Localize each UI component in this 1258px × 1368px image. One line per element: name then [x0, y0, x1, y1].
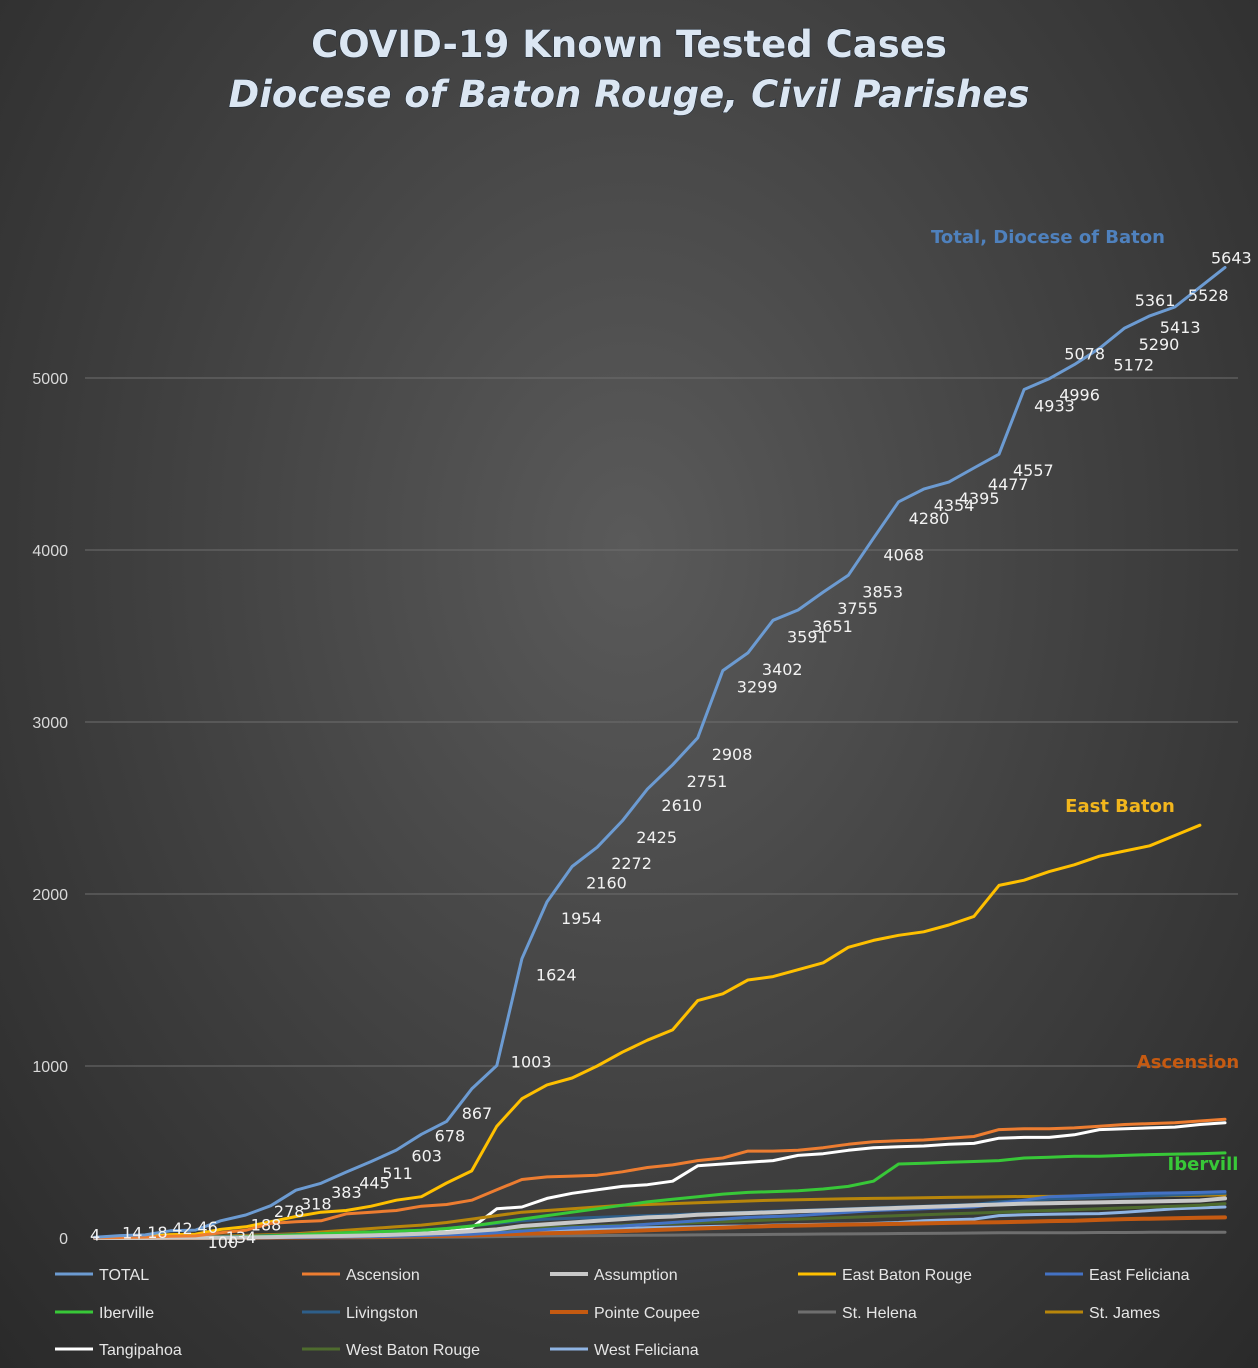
y-tick-label: 2000	[32, 887, 68, 904]
data-label: 4354	[934, 496, 975, 515]
data-label: 14	[122, 1224, 142, 1243]
data-label: 4068	[883, 545, 924, 564]
data-label: 5078	[1064, 345, 1105, 364]
data-label: 1003	[511, 1053, 552, 1072]
data-label: 100	[208, 1233, 239, 1252]
data-label: 1624	[536, 966, 577, 985]
data-label: 511	[382, 1164, 413, 1183]
series-line-total	[93, 265, 1227, 1239]
y-tick-label: 3000	[32, 715, 68, 732]
legend-label: Assumption	[594, 1267, 678, 1284]
data-label: 1954	[561, 909, 602, 928]
y-tick-label: 5000	[32, 371, 68, 388]
data-label: 445	[359, 1174, 390, 1193]
legend-label: West Baton Rouge	[346, 1342, 480, 1359]
legend-label: Pointe Coupee	[594, 1305, 700, 1322]
legend-label: Ascension	[346, 1267, 420, 1284]
data-label: 2908	[712, 745, 753, 764]
legend-label: TOTAL	[99, 1267, 149, 1284]
data-label: 4395	[959, 489, 1000, 508]
data-label: 4996	[1059, 386, 1100, 405]
legend-item: Pointe Coupee	[550, 1305, 700, 1322]
legend-item: Ascension	[302, 1267, 420, 1284]
data-label: 318	[301, 1194, 332, 1213]
series-lines	[93, 265, 1227, 1240]
chart-subtitle: Diocese of Baton Rouge, Civil Parishes	[229, 73, 1030, 116]
legend-item: St. James	[1045, 1305, 1160, 1322]
data-label: 678	[435, 1126, 466, 1145]
legend-label: East Baton Rouge	[842, 1267, 972, 1284]
data-label: 5413	[1160, 318, 1201, 337]
data-label: 5361	[1135, 291, 1176, 310]
legend-label: Tangipahoa	[99, 1342, 182, 1359]
legend-label: East Feliciana	[1089, 1267, 1190, 1284]
data-label: 603	[411, 1146, 442, 1165]
legend: TOTAL Ascension Assumption East Baton Rouge…	[55, 1267, 1190, 1359]
data-label: 867	[462, 1104, 493, 1123]
data-label: 5172	[1113, 355, 1154, 374]
data-label: 2272	[611, 854, 652, 873]
legend-item: Tangipahoa	[55, 1342, 182, 1359]
data-label: 4933	[1034, 397, 1075, 416]
series-name-label: Ibervill	[1168, 1154, 1239, 1175]
y-tick-label: 0	[59, 1231, 68, 1248]
data-label: 5643	[1211, 248, 1252, 267]
data-label: 383	[331, 1183, 362, 1202]
series-name-label: Ascension	[1137, 1052, 1239, 1073]
data-label: 3853	[862, 582, 903, 601]
legend-item: St. Helena	[798, 1305, 917, 1322]
data-label: 134	[226, 1228, 257, 1247]
series-line-assumption	[93, 1196, 1227, 1240]
data-label: 278	[274, 1202, 305, 1221]
data-label: 3591	[787, 627, 828, 646]
legend-item: Iberville	[55, 1305, 154, 1322]
data-label: 2160	[586, 874, 627, 893]
data-label: 4557	[1013, 461, 1054, 480]
series-line-east-baton-rouge	[93, 823, 1202, 1240]
data-label: 3651	[812, 617, 853, 636]
data-label: 188	[251, 1216, 282, 1235]
y-tick-label: 4000	[32, 543, 68, 560]
legend-item: TOTAL	[55, 1267, 149, 1284]
chart-title: COVID-19 Known Tested Cases	[311, 23, 947, 66]
legend-label: West Feliciana	[594, 1342, 699, 1359]
data-label: 3402	[762, 660, 803, 679]
series-name-labels: Total, Diocese of Baton East Baton Ascensi…	[931, 227, 1239, 1175]
data-label: 5528	[1188, 286, 1229, 305]
legend-item: Livingston	[302, 1305, 418, 1322]
data-label: 4477	[988, 475, 1029, 494]
legend-item: East Feliciana	[1045, 1267, 1190, 1284]
data-label: 46	[197, 1218, 217, 1237]
y-tick-label: 1000	[32, 1059, 68, 1076]
y-axis: 0 1000 2000 3000 4000 5000	[32, 371, 68, 1248]
legend-item: Assumption	[550, 1267, 678, 1284]
legend-label: Iberville	[99, 1305, 154, 1322]
data-label: 2425	[636, 828, 677, 847]
legend-item: East Baton Rouge	[798, 1267, 972, 1284]
data-label: 5290	[1139, 335, 1180, 354]
data-label: 4	[90, 1225, 100, 1244]
legend-label: St. Helena	[842, 1305, 917, 1322]
data-label: 3299	[737, 678, 778, 697]
legend-item: West Feliciana	[550, 1342, 699, 1359]
data-label: 18	[147, 1223, 167, 1242]
gridlines	[85, 377, 1238, 1067]
data-label: 3755	[837, 599, 878, 618]
data-label: 4280	[909, 509, 950, 528]
series-name-label: East Baton	[1065, 796, 1175, 817]
legend-item: West Baton Rouge	[302, 1342, 480, 1359]
legend-label: Livingston	[346, 1305, 418, 1322]
series-name-label: Total, Diocese of Baton	[931, 227, 1165, 248]
data-label: 2751	[687, 772, 728, 791]
data-label: 42	[172, 1219, 192, 1238]
data-label: 2610	[661, 796, 702, 815]
series-line-ascension	[93, 1117, 1227, 1240]
legend-label: St. James	[1089, 1305, 1160, 1322]
